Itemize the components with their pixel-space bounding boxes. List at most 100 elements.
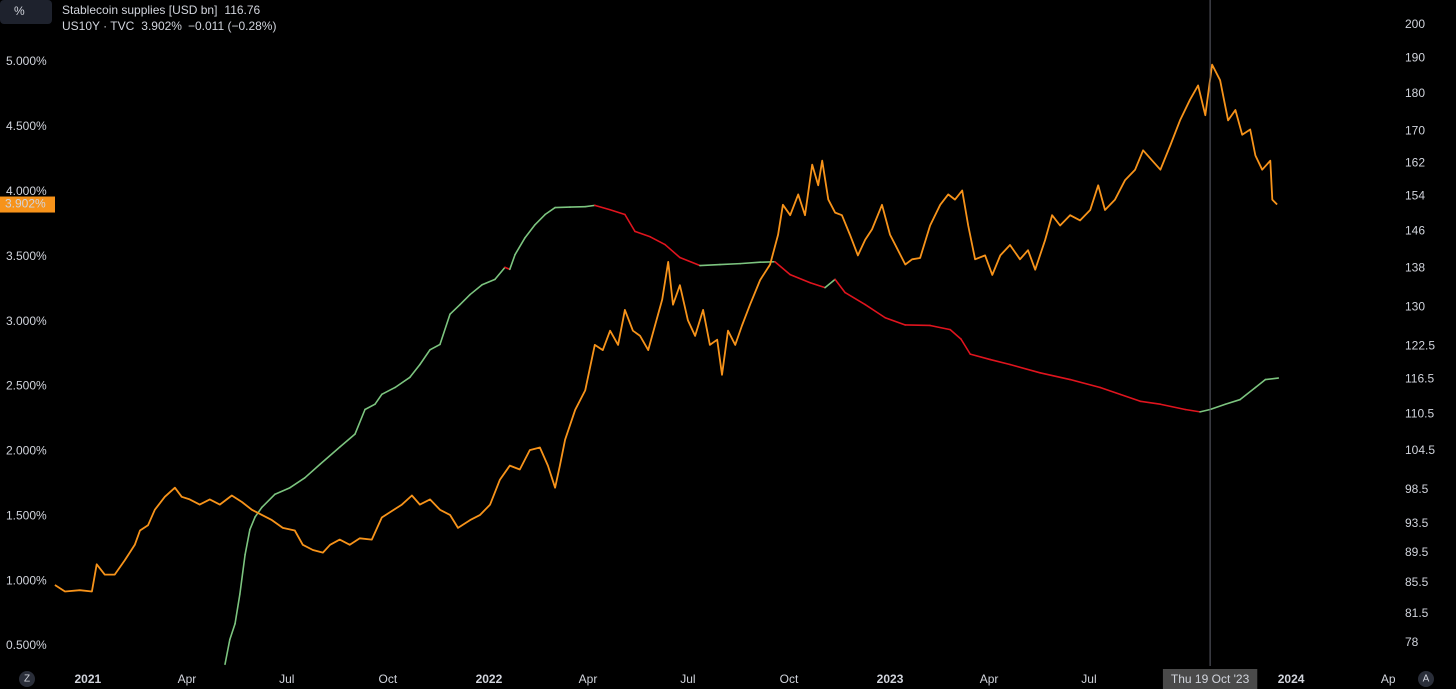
y-tick-label: 2.000% xyxy=(6,444,47,458)
y2-tick-label: 78 xyxy=(1405,635,1419,649)
line-segment xyxy=(439,313,451,346)
line-segment xyxy=(273,486,291,496)
line-segment xyxy=(699,263,721,267)
line-segment xyxy=(374,393,383,406)
line-segment xyxy=(394,376,411,389)
line-segment xyxy=(1009,363,1041,374)
line xyxy=(54,63,1278,593)
line-segment xyxy=(594,204,611,211)
y2-tick-label: 130 xyxy=(1405,300,1425,314)
line-segment xyxy=(844,291,866,306)
y-tick-label: 3.000% xyxy=(6,314,47,328)
line-segment xyxy=(1099,386,1122,396)
y-tick-label: 2.500% xyxy=(6,379,47,393)
auto-button[interactable]: A xyxy=(1423,674,1430,685)
y-tick-label: 1.500% xyxy=(6,508,47,522)
scale-button[interactable]: % xyxy=(14,4,25,18)
line-segment xyxy=(381,386,396,396)
line-segment xyxy=(494,266,506,281)
line-segment xyxy=(1039,372,1071,381)
line-segment xyxy=(244,528,251,556)
right-axis-panel xyxy=(1395,0,1456,689)
line-segment xyxy=(1254,378,1267,389)
y2-tick-label: 116.5 xyxy=(1405,372,1434,386)
line-segment xyxy=(634,230,651,238)
line-segment xyxy=(960,338,972,355)
y2-tick-label: 170 xyxy=(1405,124,1425,138)
zoom-button[interactable]: Z xyxy=(24,674,30,685)
line-segment xyxy=(229,622,236,641)
y2-tick-label: 190 xyxy=(1405,51,1425,65)
line-segment xyxy=(824,278,836,289)
legend-value: 3.902% xyxy=(141,19,182,33)
line-segment xyxy=(834,278,846,294)
y2-tick-label: 93.5 xyxy=(1405,516,1429,530)
line-segment xyxy=(624,213,636,233)
line-segment xyxy=(1159,403,1187,411)
y2-tick-label: 104.5 xyxy=(1405,443,1435,457)
line-segment xyxy=(1239,386,1257,401)
x-tick-label: Apr xyxy=(1381,672,1400,686)
line-segment xyxy=(864,303,887,319)
line-segment xyxy=(1139,400,1162,406)
y-tick-label: 4.500% xyxy=(6,119,47,133)
y-tick-label: 3.500% xyxy=(6,249,47,263)
plot-area xyxy=(54,0,1280,666)
x-tick-label: Apr xyxy=(178,672,197,686)
line-segment xyxy=(459,293,471,306)
line-segment xyxy=(224,638,231,666)
line-segment xyxy=(904,324,931,327)
line-segment xyxy=(949,328,962,340)
line-segment xyxy=(469,283,483,296)
line-segment xyxy=(1264,377,1280,381)
line-segment xyxy=(609,208,626,216)
y2-tick-label: 122.5 xyxy=(1405,339,1435,353)
y2-tick-label: 89.5 xyxy=(1405,545,1429,559)
line-segment xyxy=(508,253,516,271)
line-segment xyxy=(254,506,263,518)
line-segment xyxy=(1069,378,1101,389)
line-segment xyxy=(514,236,526,256)
y2-tick-label: 138 xyxy=(1405,261,1425,275)
line-segment xyxy=(534,213,546,226)
line-segment xyxy=(319,446,341,466)
line-segment xyxy=(429,343,441,351)
line-segment xyxy=(524,223,536,239)
y2-tick-label: 98.5 xyxy=(1405,482,1429,496)
y2-tick-label: 110.5 xyxy=(1405,406,1434,420)
line-segment xyxy=(419,348,431,366)
price-tag xyxy=(0,196,55,213)
x-tick-label: Jul xyxy=(279,672,294,686)
line-segment xyxy=(409,363,421,379)
line-segment xyxy=(739,261,761,265)
line-segment xyxy=(719,262,741,266)
line-segment xyxy=(1224,398,1241,406)
zoom-button-bg[interactable] xyxy=(19,671,35,687)
line-segment xyxy=(989,358,1011,366)
y2-tick-label: 162 xyxy=(1405,155,1425,169)
y2-tick-label: 85.5 xyxy=(1405,575,1429,589)
line-segment xyxy=(304,463,321,479)
y-tick-label: 5.000% xyxy=(6,54,47,68)
y-tick-label: 1.000% xyxy=(6,573,47,587)
y-tick-label: 4.000% xyxy=(6,184,47,198)
x-tick-label: Jul xyxy=(1081,672,1096,686)
line-segment xyxy=(364,403,376,411)
legend-change: −0.011 (−0.28%) xyxy=(188,19,277,33)
line-segment xyxy=(584,204,596,208)
legend-name: US10Y · TVC xyxy=(62,19,135,33)
line-segment xyxy=(289,477,306,489)
auto-button-bg[interactable] xyxy=(1418,671,1434,687)
legend-value: 116.76 xyxy=(224,3,260,17)
line-segment xyxy=(1184,408,1201,413)
price-tag-label: 3.902% xyxy=(5,197,46,211)
line-segment xyxy=(234,593,241,625)
y2-tick-label: 200 xyxy=(1405,17,1425,31)
line-segment xyxy=(774,260,791,276)
line-segment xyxy=(789,273,812,284)
axis-edge-cover xyxy=(1395,669,1423,689)
crosshair-label: Thu 19 Oct '23 xyxy=(1171,672,1250,686)
scale-button-bg[interactable] xyxy=(0,0,52,24)
